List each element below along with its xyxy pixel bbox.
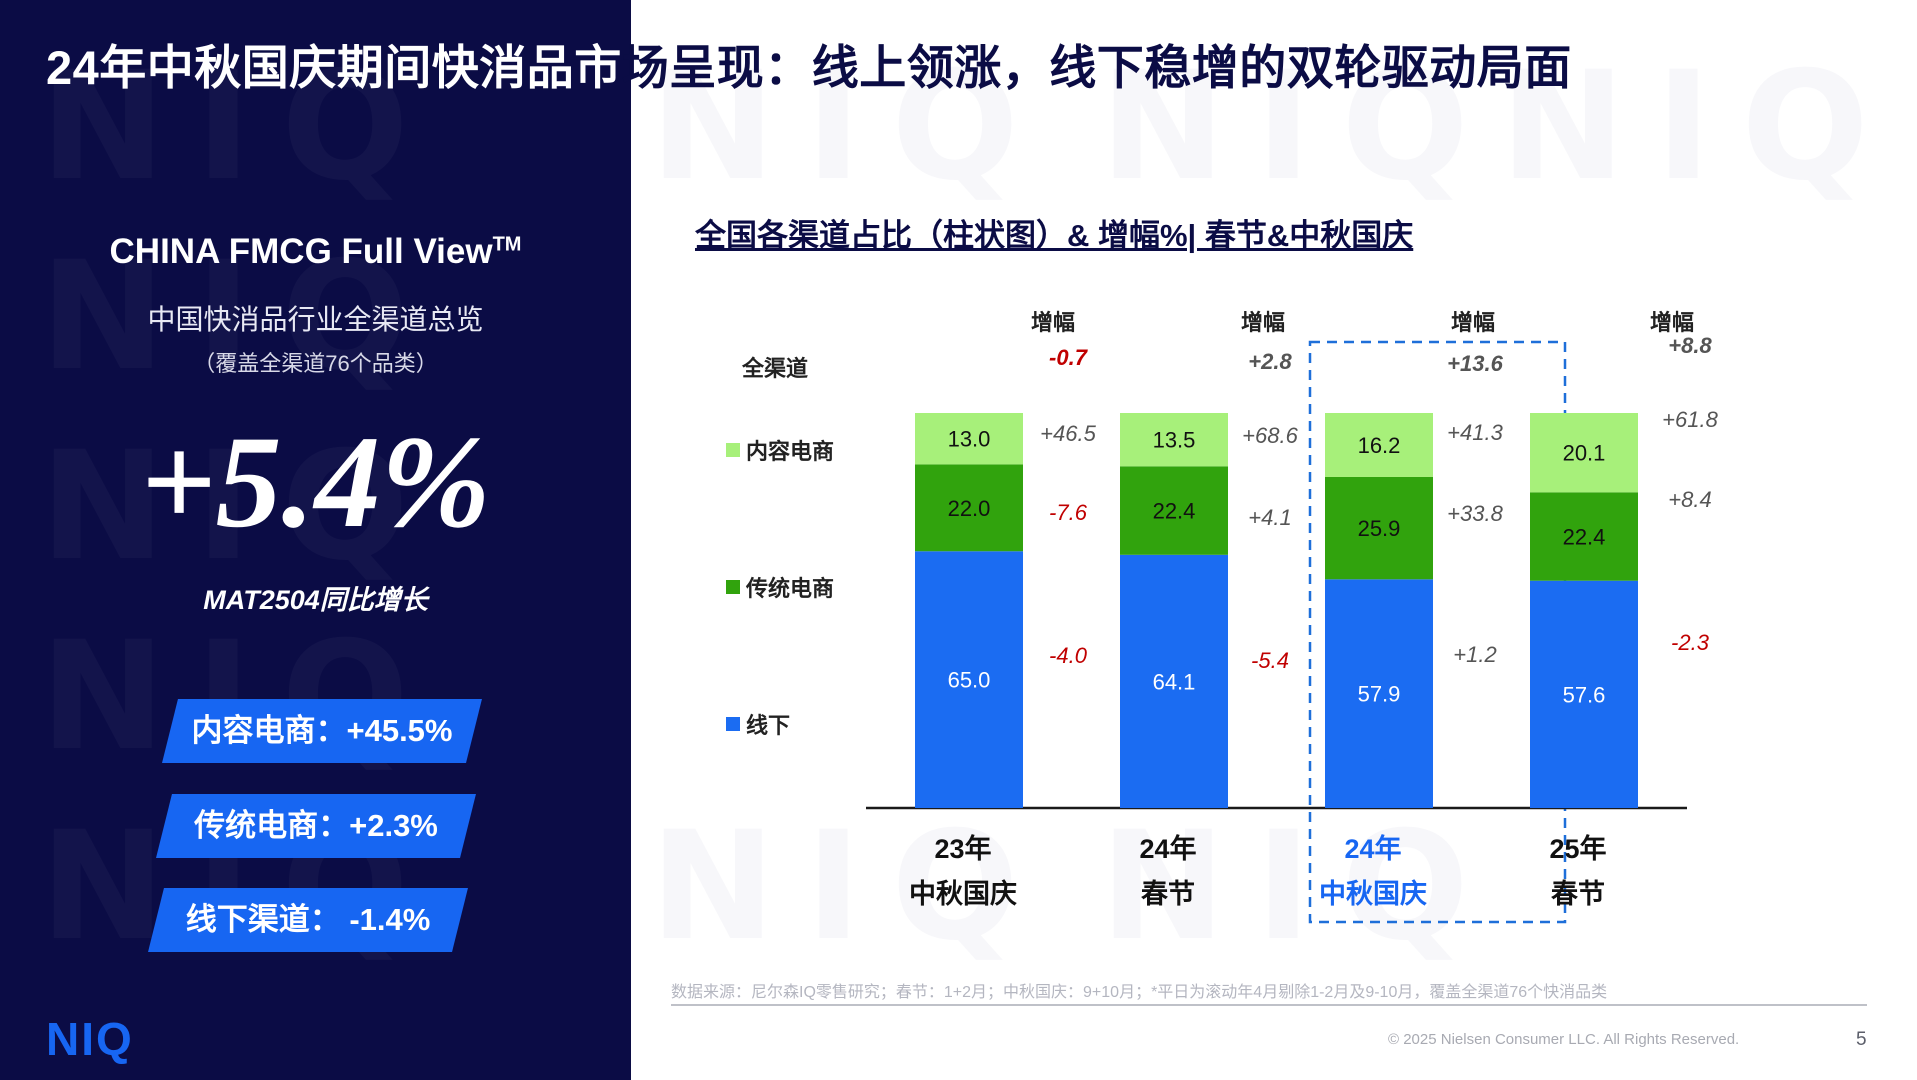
bar-segment-traditional-ecommerce <box>1530 492 1638 581</box>
page-number: 5 <box>1856 1029 1867 1050</box>
data-label: 57.6 <box>1563 682 1606 707</box>
brand-title: CHINA FMCG Full ViewTM <box>109 232 522 271</box>
legend-label: 线下 <box>746 713 790 738</box>
footer-divider <box>671 1004 1867 1006</box>
category-label: 春节 <box>1141 879 1195 909</box>
category-label: 春节 <box>1551 879 1605 909</box>
headline-growth-label: MAT2504同比增长 <box>203 585 428 615</box>
total-growth-label: -0.7 <box>1049 345 1089 370</box>
data-label: 22.4 <box>1563 525 1606 550</box>
category-label: 24年 <box>1139 833 1196 864</box>
growth-column-header: 增幅 <box>1031 310 1075 335</box>
total-growth-label: +8.8 <box>1668 333 1712 358</box>
bar-segment-content-ecommerce <box>1325 413 1433 477</box>
growth-label: -4.0 <box>1049 643 1088 668</box>
growth-column-header: 增幅 <box>1241 310 1285 335</box>
data-label: 13.0 <box>948 427 991 452</box>
bar-segment-content-ecommerce <box>1530 413 1638 493</box>
page-title: 24年中秋国庆期间快消品市场呈现：线上领涨，线下稳增的双轮驱动局面 <box>46 41 1572 94</box>
growth-label: +41.3 <box>1447 420 1503 445</box>
growth-label: -5.4 <box>1251 648 1289 673</box>
data-label: 22.0 <box>948 496 991 521</box>
legend-swatch <box>726 580 740 594</box>
left-panel: NIQ NIQ NIQ NIQ NIQ CHINA FMCG Full View… <box>0 0 631 1080</box>
growth-label: +1.2 <box>1453 642 1496 667</box>
data-label: 13.5 <box>1153 428 1196 453</box>
growth-label: +46.5 <box>1040 421 1096 446</box>
bar-segment-offline <box>1325 579 1433 808</box>
data-label: 16.2 <box>1358 433 1401 458</box>
trademark-mark: TM <box>492 233 522 256</box>
data-label: 25.9 <box>1358 516 1401 541</box>
growth-label: +4.1 <box>1248 505 1291 530</box>
category-label: 中秋国庆 <box>1319 878 1427 909</box>
growth-label: -2.3 <box>1671 630 1710 655</box>
data-label: 20.1 <box>1563 441 1606 466</box>
growth-label: +68.6 <box>1242 423 1298 448</box>
data-label: 57.9 <box>1358 682 1401 707</box>
bar-segment-offline <box>1120 554 1228 808</box>
legend-label: 传统电商 <box>745 576 834 601</box>
brand-note: （覆盖全渠道76个品类） <box>193 351 438 376</box>
data-label: 22.4 <box>1153 499 1196 524</box>
legend-swatch <box>726 443 740 457</box>
bar-segment-traditional-ecommerce <box>1325 476 1433 580</box>
growth-label: -7.6 <box>1049 500 1088 525</box>
niq-logo: NIQ <box>46 1013 134 1065</box>
total-growth-label: +13.6 <box>1447 351 1503 376</box>
data-label: 64.1 <box>1153 669 1196 694</box>
source-note: 数据来源：尼尔森IQ零售研究；春节：1+2月；中秋国庆：9+10月；*平日为滚动… <box>671 984 1608 1001</box>
legend-label: 内容电商 <box>746 439 834 464</box>
legend-label-total: 全渠道 <box>741 356 808 381</box>
headline-growth-value: +5.4% <box>140 408 491 555</box>
chart-title: 全国各渠道占比（柱状图）& 增幅%| 春节&中秋国庆 <box>695 218 1414 253</box>
category-label: 23年 <box>934 833 991 864</box>
copyright: © 2025 Nielsen Consumer LLC. All Rights … <box>1388 1031 1740 1048</box>
growth-column-header: 增幅 <box>1650 310 1694 335</box>
growth-label: +33.8 <box>1447 501 1503 526</box>
bar-segment-traditional-ecommerce <box>1120 466 1228 555</box>
bar-segment-traditional-ecommerce <box>915 464 1023 552</box>
growth-label: +61.8 <box>1662 407 1718 432</box>
legend-swatch <box>726 717 740 731</box>
category-label: 24年 <box>1344 833 1401 864</box>
brand-subtitle: 中国快消品行业全渠道总览 <box>147 304 484 335</box>
bar-segment-offline <box>1530 580 1638 808</box>
total-growth-label: +2.8 <box>1248 349 1292 374</box>
bar-segment-content-ecommerce <box>915 413 1023 465</box>
bar-segment-offline <box>915 551 1023 808</box>
growth-label: +8.4 <box>1668 487 1711 512</box>
category-label: 25年 <box>1549 833 1606 864</box>
category-label: 中秋国庆 <box>909 878 1017 909</box>
data-label: 65.0 <box>948 668 991 693</box>
bar-segment-content-ecommerce <box>1120 413 1228 467</box>
growth-column-header: 增幅 <box>1451 310 1495 335</box>
